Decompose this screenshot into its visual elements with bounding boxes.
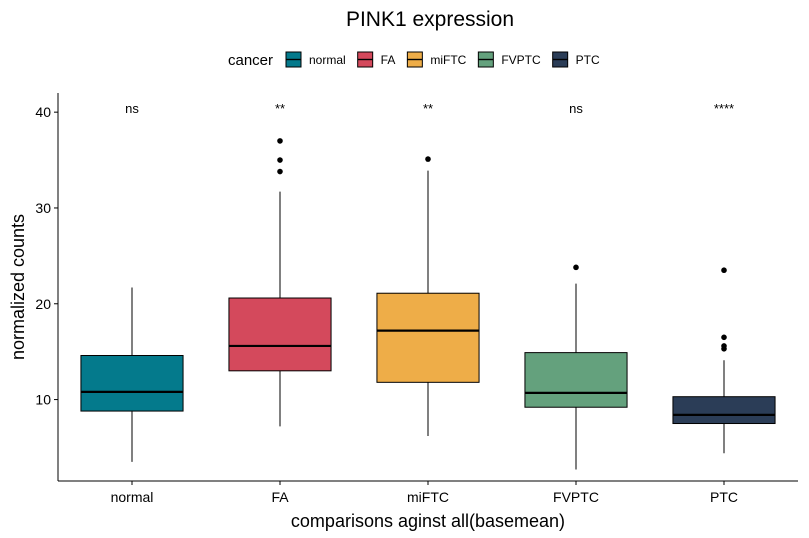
box-iqr: [524, 352, 628, 408]
box-iqr: [80, 354, 184, 412]
significance-labels: ns ** ** ns ****: [125, 101, 734, 116]
y-ticks: 10 20 30 40: [35, 104, 58, 408]
box-fvptc: [524, 264, 628, 470]
y-tick-label: 20: [35, 296, 51, 312]
outlier-point: [277, 157, 283, 163]
x-tick-label-miftc: miFTC: [407, 489, 449, 505]
legend: cancer normal FA miFTC FVPTC PTC: [228, 51, 600, 69]
box-iqr: [228, 297, 332, 372]
outlier-point: [721, 334, 727, 341]
legend-title: cancer: [228, 52, 273, 69]
significance-label-fvptc: ns: [569, 101, 583, 116]
y-axis-title: normalized counts: [8, 214, 28, 360]
legend-entry-miftc: miFTC: [406, 51, 467, 68]
significance-label-fa: **: [275, 101, 285, 116]
significance-label-ptc: ****: [714, 101, 734, 116]
x-tick-label-ptc: PTC: [710, 489, 738, 505]
legend-label: normal: [309, 53, 346, 67]
box-iqr: [672, 396, 776, 425]
legend-entry-normal: normal: [285, 51, 346, 68]
outlier-point: [277, 168, 283, 175]
chart-title: PINK1 expression: [346, 8, 514, 31]
y-tick-label: 30: [35, 200, 51, 216]
x-tick-label-fvptc: FVPTC: [553, 489, 599, 505]
boxes: [80, 138, 776, 470]
box-ptc: [672, 267, 776, 454]
x-ticks: normal FA miFTC FVPTC PTC: [111, 481, 738, 505]
significance-label-normal: ns: [125, 101, 139, 116]
outlier-point: [425, 156, 431, 162]
outlier-point: [277, 138, 283, 144]
box-normal: [80, 287, 184, 462]
legend-entry-ptc: PTC: [552, 51, 600, 68]
legend-label: FVPTC: [501, 53, 541, 67]
legend-entry-fvptc: FVPTC: [477, 51, 541, 68]
box-fa: [228, 138, 332, 427]
x-tick-label-fa: FA: [271, 489, 289, 505]
outlier-point: [573, 264, 579, 271]
legend-entry-fa: FA: [357, 51, 396, 68]
y-tick-label: 40: [35, 104, 51, 120]
outlier-point: [721, 267, 727, 274]
legend-label: FA: [381, 53, 396, 67]
legend-label: miFTC: [430, 53, 466, 67]
legend-label: PTC: [576, 53, 600, 67]
x-tick-label-normal: normal: [111, 489, 154, 505]
significance-label-miftc: **: [423, 101, 433, 116]
y-tick-label: 10: [35, 392, 51, 408]
x-axis-title: comparisons aginst all(basemean): [291, 511, 565, 531]
outlier-point: [721, 343, 727, 349]
box-miftc: [376, 156, 480, 436]
box-iqr: [376, 292, 480, 383]
